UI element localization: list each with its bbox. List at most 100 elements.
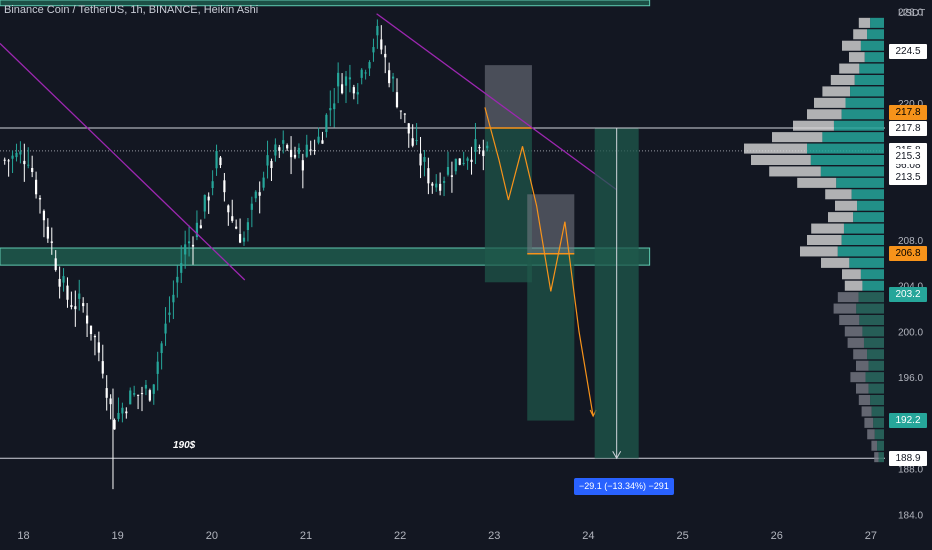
volume-profile-bar — [862, 280, 884, 291]
volume-profile-bar — [858, 17, 871, 28]
volume-profile-bar — [842, 269, 861, 280]
position-target-zone-1 — [527, 253, 575, 421]
x-tick-label: 18 — [17, 530, 29, 542]
candle-body — [38, 198, 42, 200]
candle-body — [176, 276, 179, 283]
volume-profile-bar — [871, 440, 878, 451]
candle-body — [93, 335, 97, 338]
volume-profile-bar — [841, 234, 884, 246]
x-tick-label: 19 — [112, 530, 124, 542]
candle-body — [411, 138, 414, 146]
candle-body — [187, 241, 191, 244]
candle-body — [470, 159, 473, 162]
volume-profile-bar — [849, 52, 865, 63]
candle-body — [388, 70, 391, 84]
x-tick-label: 23 — [488, 530, 500, 542]
measure-arrowhead — [612, 451, 622, 460]
volume-profile-bar — [851, 189, 884, 200]
y-tick-label: 208.0 — [898, 236, 923, 247]
candle-body — [282, 140, 285, 144]
volume-profile-bar — [858, 394, 871, 406]
candle-body — [203, 195, 206, 212]
candle-body — [380, 39, 383, 50]
projection-path — [484, 107, 594, 417]
volume-profile-bar — [810, 154, 884, 166]
candle-body — [235, 226, 238, 229]
candle-body — [66, 285, 69, 300]
candle-body — [3, 159, 6, 161]
candle-body — [121, 407, 124, 414]
candle-body — [148, 390, 151, 401]
candle-body — [313, 150, 316, 152]
price-label-white: 188.9 — [889, 450, 927, 466]
volume-profile-bar — [797, 177, 837, 188]
candle-body — [184, 244, 187, 255]
price-label-white: 215.3 — [889, 149, 927, 165]
candle-body — [340, 84, 344, 94]
y-tick-label: 220.0 — [898, 99, 923, 110]
volume-profile-bar — [859, 314, 884, 326]
volume-profile-bar — [830, 74, 855, 86]
volume-profile-bar — [842, 40, 861, 51]
volume-profile-bar — [864, 52, 884, 63]
volume-profile-bar — [870, 17, 884, 28]
candle-body — [384, 53, 387, 58]
candle-body — [446, 167, 450, 175]
candle-body — [129, 390, 132, 405]
price-label-teal: 192.2 — [889, 413, 927, 429]
candle-body — [31, 167, 34, 172]
candle-body — [372, 47, 375, 53]
volume-profile-bar — [856, 383, 869, 394]
candle-body — [352, 87, 355, 94]
y-tick-label: 200.0 — [898, 327, 923, 338]
candle-body — [23, 160, 26, 165]
candle-body — [223, 180, 226, 193]
candle-body — [34, 179, 38, 195]
volume-profile-bar — [874, 429, 884, 440]
volume-profile-bar — [868, 383, 884, 394]
volume-profile-bar — [807, 143, 884, 154]
volume-profile-bar — [835, 200, 858, 211]
candle-body — [278, 147, 281, 151]
volume-profile-bar — [744, 143, 807, 154]
volume-profile-bar — [871, 406, 884, 417]
volume-profile-bar — [837, 292, 859, 303]
volume-profile-bar — [828, 212, 854, 223]
candle-body — [207, 196, 210, 201]
candle-body — [50, 241, 53, 243]
volume-profile-bar — [839, 314, 860, 326]
candle-body — [144, 384, 148, 389]
candle-body — [486, 145, 489, 149]
support-annotation: 190$ — [173, 440, 196, 451]
candle-body — [435, 183, 438, 188]
candle-body — [333, 103, 336, 110]
candle-body — [482, 150, 485, 157]
candle-body — [7, 160, 10, 162]
candle-body — [89, 325, 93, 335]
candle-body — [329, 108, 332, 111]
volume-profile-bar — [877, 440, 884, 451]
volume-profile-bar — [856, 303, 884, 314]
symbol-title[interactable]: Binance Coin / TetherUS, 1h, BINANCE, He… — [4, 4, 259, 16]
candle-body — [11, 155, 14, 159]
candle-body — [117, 412, 120, 419]
price-label-white: 217.8 — [889, 120, 927, 136]
candle-body — [85, 315, 89, 324]
volume-profile-bar — [822, 86, 851, 97]
candle-body — [133, 393, 136, 395]
volume-profile-bar — [845, 97, 884, 108]
candle-body — [293, 154, 297, 158]
candle-body — [82, 303, 85, 307]
candle-body — [286, 145, 289, 149]
candle-body — [462, 162, 465, 164]
volume-profile-bar — [772, 132, 823, 143]
volume-profile-bar — [751, 154, 811, 166]
candle-body — [250, 203, 253, 210]
candle-body — [180, 263, 183, 273]
volume-profile-bar — [853, 212, 884, 223]
candle-body — [478, 146, 481, 149]
x-tick-label: 20 — [206, 530, 218, 542]
candle-body — [266, 155, 269, 166]
candle-body — [125, 411, 128, 414]
